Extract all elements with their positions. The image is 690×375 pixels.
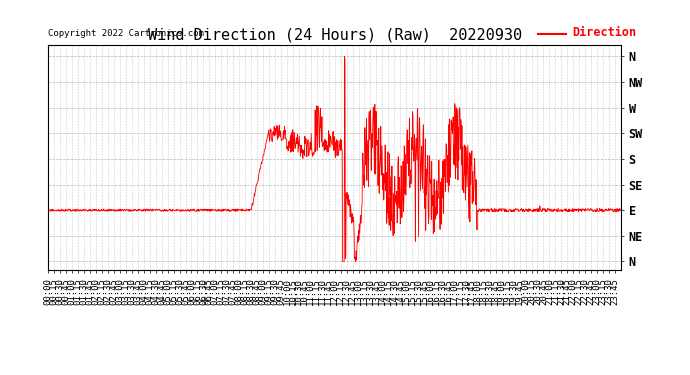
- Direction: [616, 207, 624, 212]
- Text: Direction: Direction: [573, 26, 637, 39]
- Line: Direction: Direction: [48, 56, 620, 261]
- Direction: [171, 208, 179, 212]
- Direction: [424, 204, 432, 209]
- Direction: [157, 209, 166, 213]
- Direction: [499, 206, 507, 211]
- Direction: [340, 54, 348, 58]
- Title: Wind Direction (24 Hours) (Raw)  20220930: Wind Direction (24 Hours) (Raw) 20220930: [148, 27, 522, 42]
- Direction: [339, 259, 347, 264]
- Direction: [549, 207, 558, 212]
- Direction: [235, 207, 244, 212]
- Direction: [44, 208, 52, 213]
- Text: Copyright 2022 Cartronics.com: Copyright 2022 Cartronics.com: [48, 28, 204, 38]
